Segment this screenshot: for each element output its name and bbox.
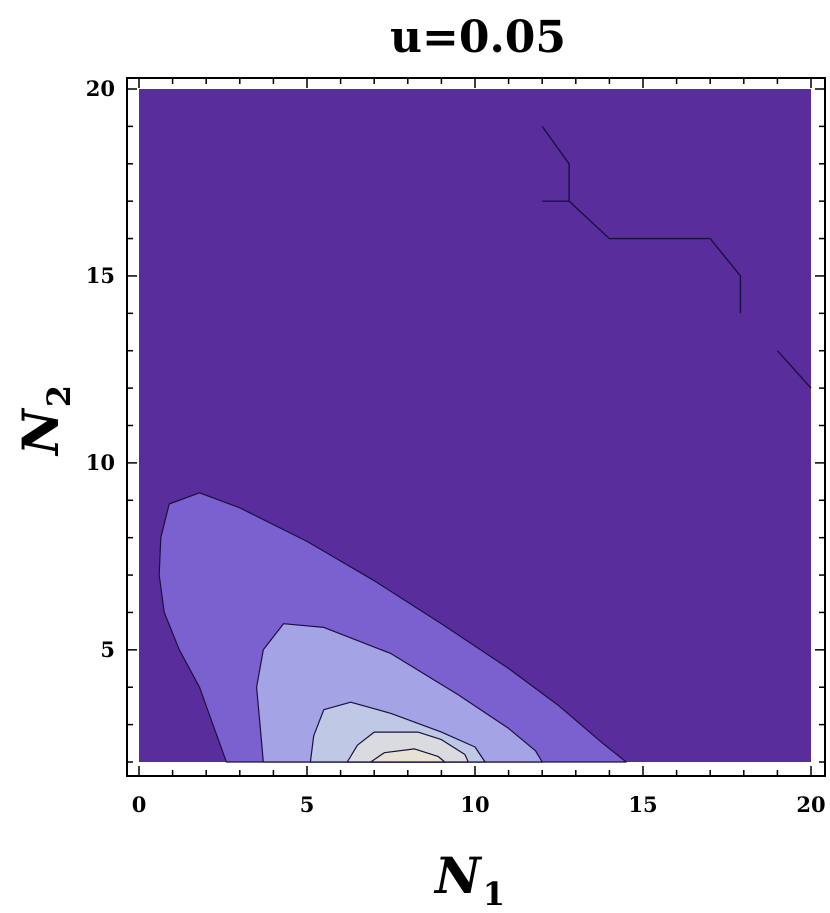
x-tick-labels: 0 5 10 15 20 [132, 792, 826, 817]
x-tick-label: 5 [300, 792, 315, 817]
contour-isolines [541, 125, 812, 389]
x-axis-label-sub: 1 [483, 875, 505, 913]
chart-title: u=0.05 [390, 12, 566, 63]
y-tick-label: 5 [100, 637, 115, 662]
contour-region-5 [370, 748, 446, 763]
x-axis-label: N1 [433, 846, 505, 913]
y-tick-label: 15 [86, 263, 115, 288]
contour-isoline-1 [541, 125, 570, 202]
contour-region-4 [346, 731, 469, 763]
y-tick-label: 10 [86, 450, 115, 475]
x-tick-label: 20 [796, 792, 825, 817]
plot-frame [126, 77, 826, 777]
x-tick-label: 0 [132, 792, 147, 817]
x-tick-label: 10 [460, 792, 489, 817]
y-tick-labels: 5 10 15 20 [86, 76, 115, 662]
x-tick-label: 15 [628, 792, 657, 817]
axis-ticks [127, 78, 825, 776]
contour-regions [158, 492, 627, 763]
y-tick-label: 20 [86, 76, 115, 101]
contour-isoline-2 [568, 200, 742, 314]
y-axis-label: N2 [11, 385, 78, 457]
contour-isoline-3 [776, 350, 812, 389]
y-axis-label-sub: 2 [40, 385, 78, 407]
x-axis-label-main: N [433, 846, 483, 905]
y-axis-label-main: N [11, 407, 70, 457]
